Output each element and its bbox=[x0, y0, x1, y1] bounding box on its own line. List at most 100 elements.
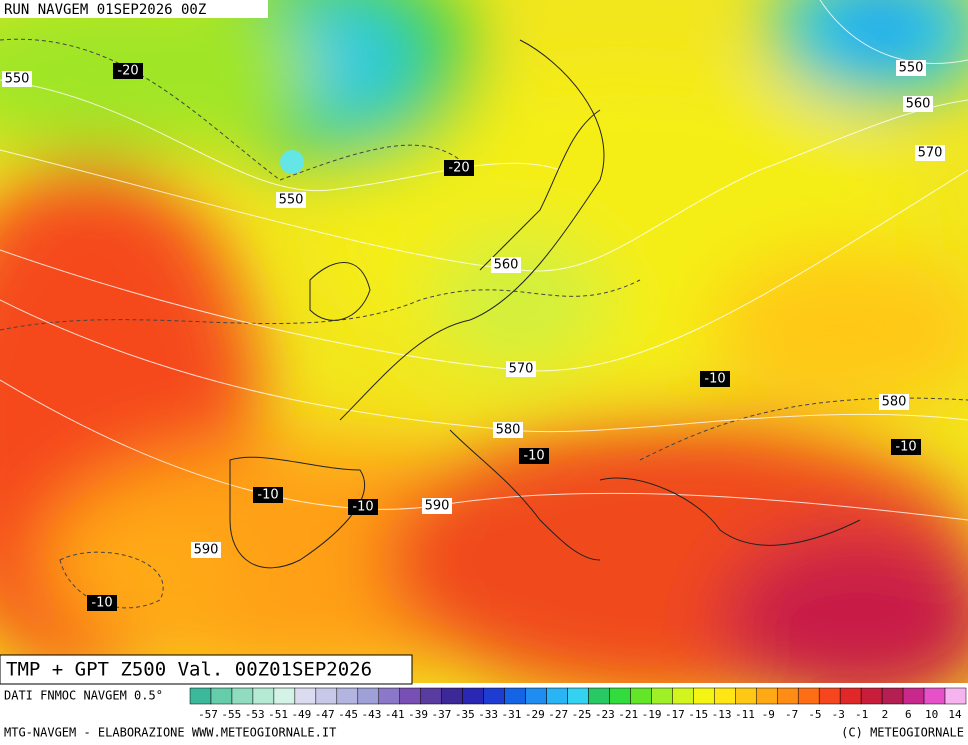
colorbar-label: -9 bbox=[762, 708, 775, 721]
colorbar-label: -35 bbox=[455, 708, 475, 721]
colorbar-swatch bbox=[881, 687, 904, 705]
colorbar-label: -15 bbox=[688, 708, 708, 721]
height-label: 580 bbox=[882, 395, 907, 410]
colorbar-swatch bbox=[462, 687, 484, 705]
footer-right: (C) METEOGIORNALE bbox=[841, 726, 964, 740]
label-box bbox=[891, 439, 921, 455]
colorbar-swatch bbox=[378, 687, 400, 705]
label-box bbox=[422, 498, 452, 514]
height-label: 550 bbox=[899, 61, 924, 76]
colorbar-swatch bbox=[693, 687, 715, 705]
colorbar-label: -41 bbox=[385, 708, 405, 721]
height-label: 570 bbox=[509, 362, 534, 377]
colorbar-label: -31 bbox=[502, 708, 522, 721]
colorbar-label: -39 bbox=[408, 708, 428, 721]
colorbar-swatch bbox=[756, 687, 778, 705]
colorbar-swatch bbox=[420, 687, 442, 705]
map-field bbox=[0, 0, 968, 683]
colorbar-label: -43 bbox=[361, 708, 381, 721]
label-box bbox=[493, 422, 523, 438]
colorbar-swatch bbox=[860, 687, 883, 705]
height-label: 580 bbox=[496, 423, 521, 438]
colorbar-swatch bbox=[525, 687, 547, 705]
height-label: 560 bbox=[494, 258, 519, 273]
colorbar-label: -11 bbox=[735, 708, 755, 721]
temp-label: -10 bbox=[704, 372, 725, 387]
colorbar-swatch bbox=[504, 687, 526, 705]
label-box bbox=[896, 60, 926, 76]
label-box bbox=[700, 371, 730, 387]
colorbar-swatch bbox=[651, 687, 673, 705]
colorbar-label: -33 bbox=[478, 708, 498, 721]
colorbar-swatch bbox=[336, 687, 359, 705]
height-label: 590 bbox=[425, 499, 450, 514]
colorbar-swatch bbox=[902, 687, 925, 705]
label-box bbox=[506, 361, 536, 377]
colorbar-label: -37 bbox=[432, 708, 452, 721]
colorbar-label: -21 bbox=[618, 708, 638, 721]
label-box bbox=[348, 499, 378, 515]
label-box bbox=[879, 394, 909, 410]
colorbar-swatch bbox=[315, 687, 338, 705]
colorbar-label: -45 bbox=[338, 708, 358, 721]
colorbar-swatch bbox=[944, 687, 967, 705]
colorbar-swatch bbox=[588, 687, 610, 705]
source-label: DATI FNMOC NAVGEM 0.5° bbox=[4, 689, 163, 703]
colorbar-label: -3 bbox=[832, 708, 845, 721]
colorbar-label: -55 bbox=[221, 708, 241, 721]
colorbar-label: 14 bbox=[948, 708, 962, 721]
colorbar-label: -47 bbox=[315, 708, 335, 721]
temp-label: -10 bbox=[91, 596, 112, 611]
map-labels: 550-20 550-20550560570560570-10580-10580-… bbox=[2, 60, 945, 684]
colorbar: -57 -55 -53 -51 -49 -47 -45 -43 -41 -39 -37 -35 -33-… bbox=[189, 687, 967, 721]
colorbar-swatch bbox=[252, 687, 275, 705]
colorbar-swatch bbox=[818, 687, 841, 705]
colorbar-swatch bbox=[797, 687, 820, 705]
temp-label: -20 bbox=[448, 161, 469, 176]
colorbar-swatch bbox=[231, 687, 254, 705]
label-box bbox=[276, 192, 306, 208]
colorbar-label: 2 bbox=[882, 708, 889, 721]
colorbar-label: -29 bbox=[525, 708, 545, 721]
colorbar-label: 6 bbox=[905, 708, 912, 721]
temp-label: -10 bbox=[523, 449, 544, 464]
height-label: 550 bbox=[279, 193, 304, 208]
colorbar-label: -25 bbox=[572, 708, 592, 721]
height-label: 550 bbox=[5, 72, 30, 87]
label-box bbox=[491, 257, 521, 273]
colorbar-swatch bbox=[399, 687, 421, 705]
colorbar-label: -7 bbox=[785, 708, 798, 721]
map-title: TMP + GPT Z500 Val. 00Z01SEP2026 bbox=[6, 659, 372, 681]
label-box bbox=[915, 145, 945, 161]
colorbar-swatch bbox=[672, 687, 694, 705]
colorbar-swatch bbox=[714, 687, 736, 705]
run-label: RUN NAVGEM 01SEP2026 00Z bbox=[4, 2, 206, 18]
colorbar-label: -17 bbox=[665, 708, 685, 721]
colorbar-swatch bbox=[735, 687, 757, 705]
colorbar-label: -49 bbox=[291, 708, 311, 721]
colorbar-label: -1 bbox=[855, 708, 868, 721]
temp-label: -20 bbox=[117, 64, 138, 79]
height-label: 590 bbox=[194, 543, 219, 558]
colorbar-swatch bbox=[189, 687, 212, 705]
colorbar-swatch bbox=[923, 687, 946, 705]
colorbar-swatch bbox=[839, 687, 862, 705]
colorbar-swatch bbox=[609, 687, 631, 705]
footer-left: MTG-NAVGEM - ELABORAZIONE WWW.METEOGIORN… bbox=[4, 726, 336, 740]
colorbar-label: -19 bbox=[642, 708, 662, 721]
colorbar-label: -53 bbox=[245, 708, 265, 721]
colorbar-swatch bbox=[567, 687, 589, 705]
colorbar-swatch bbox=[273, 687, 296, 705]
temp-label: -10 bbox=[895, 440, 916, 455]
colorbar-label: -23 bbox=[595, 708, 615, 721]
label-box bbox=[253, 487, 283, 503]
colorbar-swatch bbox=[210, 687, 233, 705]
temp-label: -10 bbox=[352, 500, 373, 515]
colorbar-swatch bbox=[483, 687, 505, 705]
label-box bbox=[444, 160, 474, 176]
colorbar-label: -5 bbox=[808, 708, 821, 721]
label-box bbox=[519, 448, 549, 464]
temp-label: -10 bbox=[257, 488, 278, 503]
colorbar-swatch bbox=[357, 687, 380, 705]
